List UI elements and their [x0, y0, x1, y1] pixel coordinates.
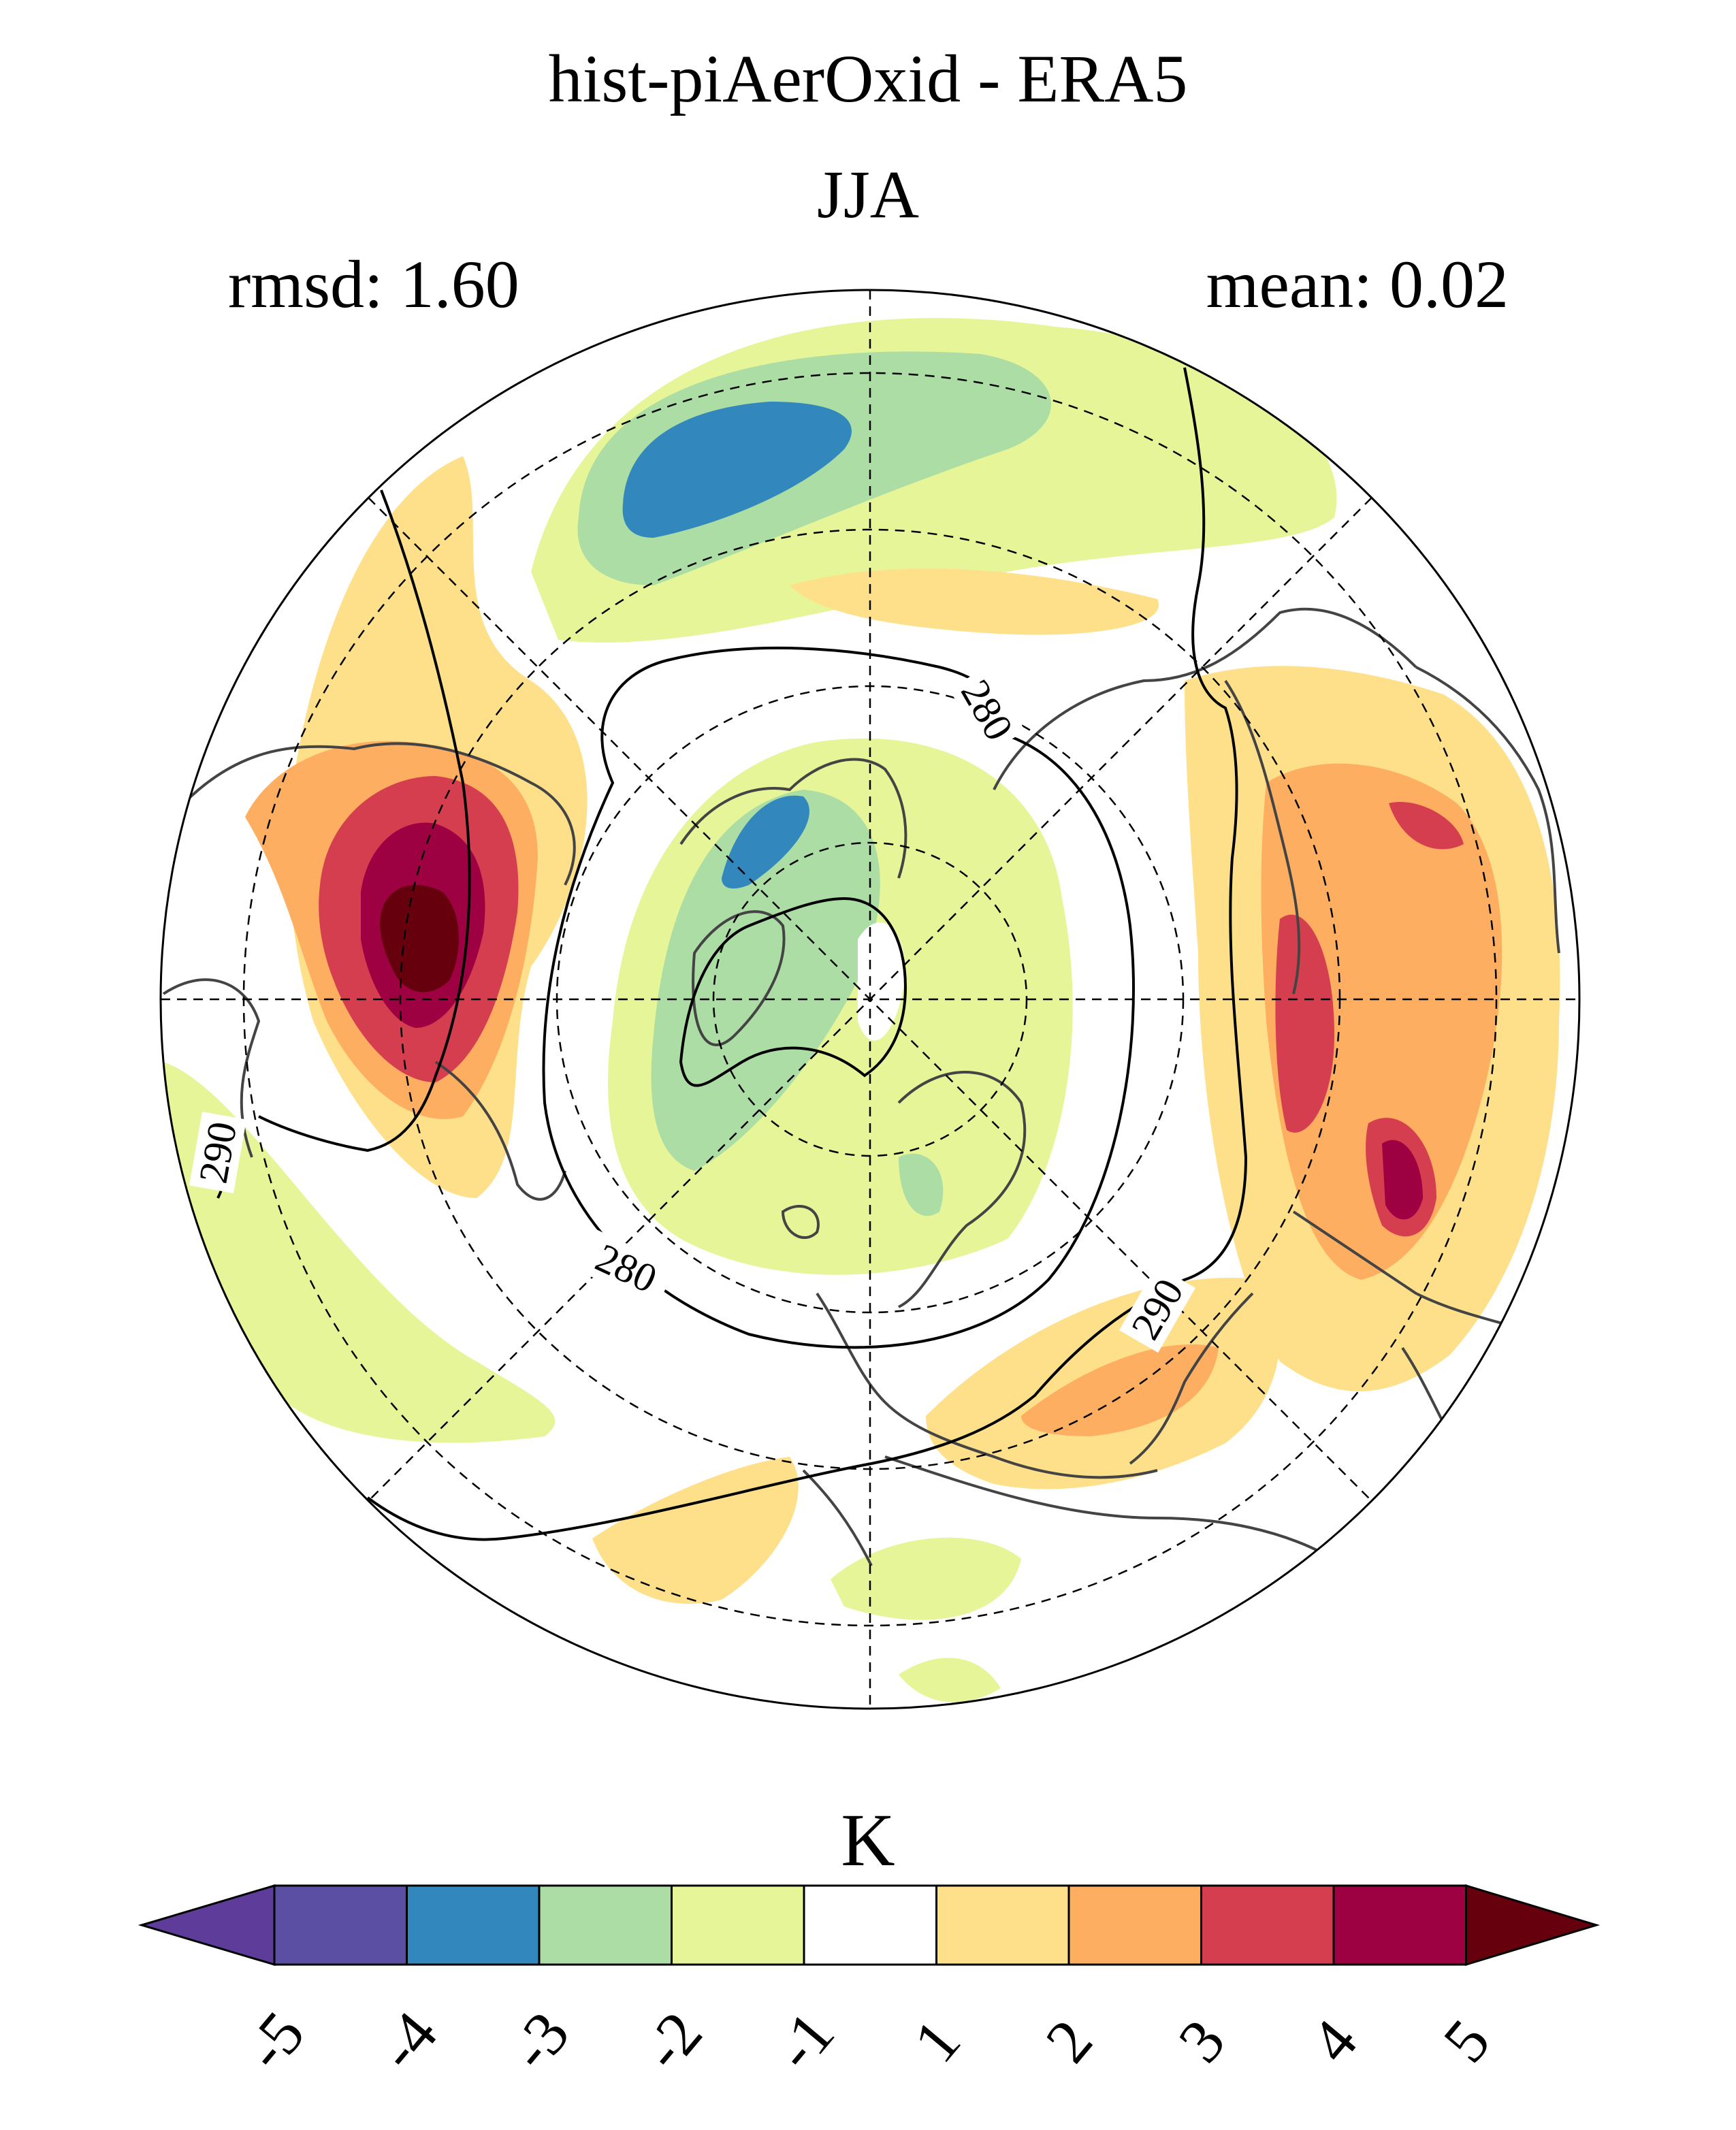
colorbar-box	[935, 1884, 1070, 1966]
colorbar-box	[671, 1884, 805, 1966]
colorbar-box	[1332, 1884, 1467, 1966]
colorbar-over-triangle	[1465, 1884, 1601, 1967]
rmsd-label: rmsd: 1.60	[228, 246, 519, 322]
map-boundary	[159, 289, 1581, 1710]
colorbar-box	[803, 1884, 937, 1966]
coastlines	[162, 607, 1560, 1566]
colorbar-box	[273, 1884, 408, 1966]
colorbar-under-triangle	[138, 1884, 276, 1967]
mean-label: mean: 0.02	[1206, 246, 1509, 322]
colorbar-box	[1200, 1884, 1335, 1966]
colorbar-box	[1067, 1884, 1202, 1966]
colorbar-box	[406, 1884, 541, 1966]
graticule	[161, 290, 1579, 1709]
contour-label: 290	[191, 1118, 246, 1187]
colorbar-box	[538, 1884, 673, 1966]
units-label: K	[841, 1798, 895, 1882]
map-title: hist-piAerOxid - ERA5	[548, 41, 1188, 116]
climatology-contours	[203, 367, 1248, 1541]
season-label: JJA	[816, 157, 920, 232]
